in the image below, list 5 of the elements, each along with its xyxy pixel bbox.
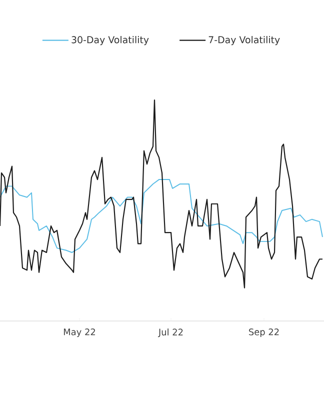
x-tick-label: Sep 22 <box>249 328 279 338</box>
legend-label: 30-Day Volatility <box>72 36 149 46</box>
x-tick-label: May 22 <box>64 328 95 338</box>
x-tick-label: Jul 22 <box>158 328 183 338</box>
legend-label: 7-Day Volatility <box>208 36 280 46</box>
